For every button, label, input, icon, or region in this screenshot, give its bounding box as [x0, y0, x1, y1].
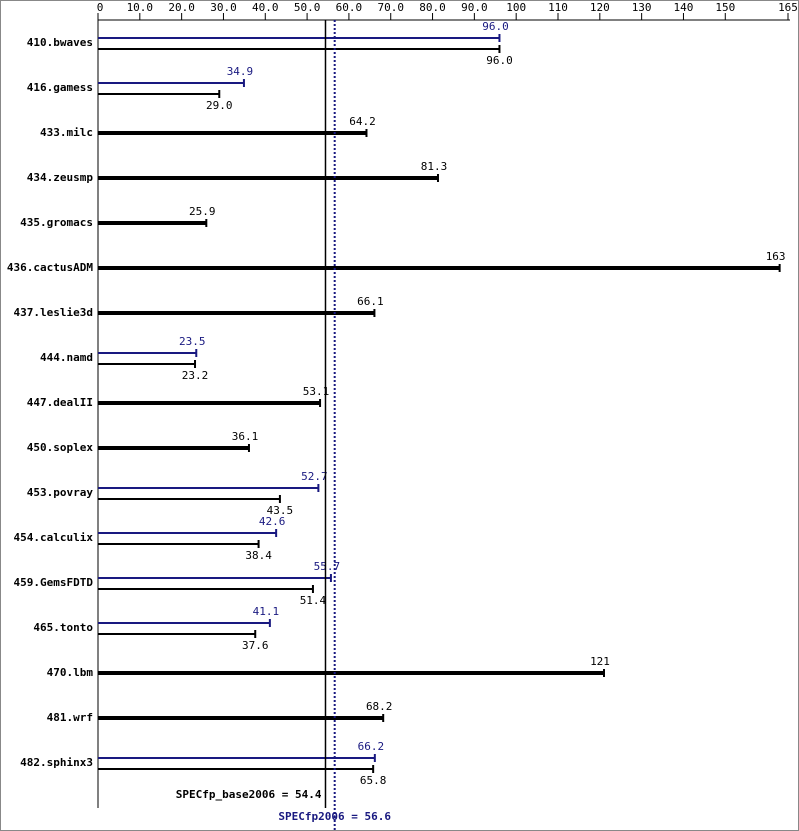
- value-label: 38.4: [245, 549, 272, 562]
- category-label: 437.leslie3d: [14, 306, 93, 319]
- x-tick-label: 110: [548, 1, 568, 14]
- value-label: 55.7: [314, 560, 341, 573]
- category-label: 435.gromacs: [20, 216, 93, 229]
- category-label: 416.gamess: [27, 81, 93, 94]
- category-label: 459.GemsFDTD: [14, 576, 94, 589]
- x-tick-label: 90.0: [461, 1, 488, 14]
- value-label: 66.1: [357, 295, 384, 308]
- category-label: 465.tonto: [33, 621, 93, 634]
- value-label: 34.9: [227, 65, 254, 78]
- x-tick-label: 60.0: [336, 1, 363, 14]
- value-label: 29.0: [206, 99, 233, 112]
- x-tick-label: 80.0: [419, 1, 446, 14]
- x-tick-label: 165: [778, 1, 798, 14]
- x-tick-label: 130: [632, 1, 652, 14]
- value-label: 36.1: [232, 430, 259, 443]
- value-label: 53.1: [303, 385, 330, 398]
- value-label: 163: [766, 250, 786, 263]
- category-label: 470.lbm: [47, 666, 94, 679]
- category-label: 454.calculix: [14, 531, 94, 544]
- category-label: 453.povray: [27, 486, 94, 499]
- value-label: 23.2: [182, 369, 209, 382]
- reference-label: SPECfp_base2006 = 54.4: [176, 788, 322, 801]
- value-label: 81.3: [421, 160, 448, 173]
- category-label: 433.milc: [40, 126, 93, 139]
- category-label: 434.zeusmp: [27, 171, 94, 184]
- value-label: 25.9: [189, 205, 216, 218]
- x-tick-label: 40.0: [252, 1, 279, 14]
- x-tick-label: 20.0: [168, 1, 195, 14]
- value-label: 64.2: [349, 115, 376, 128]
- x-tick-label: 70.0: [377, 1, 404, 14]
- value-label: 37.6: [242, 639, 269, 652]
- value-label: 43.5: [267, 504, 294, 517]
- category-label: 410.bwaves: [27, 36, 93, 49]
- value-label: 42.6: [259, 515, 286, 528]
- x-tick-label: 10.0: [127, 1, 154, 14]
- x-tick-label: 150: [715, 1, 735, 14]
- value-label: 96.0: [486, 54, 513, 67]
- category-label: 482.sphinx3: [20, 756, 93, 769]
- x-tick-label: 100: [506, 1, 526, 14]
- category-label: 436.cactusADM: [7, 261, 93, 274]
- x-tick-label: 120: [590, 1, 610, 14]
- value-label: 66.2: [358, 740, 385, 753]
- value-label: 96.0: [482, 20, 509, 33]
- value-label: 52.7: [301, 470, 328, 483]
- category-label: 450.soplex: [27, 441, 94, 454]
- x-tick-label: 30.0: [210, 1, 237, 14]
- value-label: 51.4: [300, 594, 327, 607]
- category-label: 447.dealII: [27, 396, 93, 409]
- value-label: 23.5: [179, 335, 206, 348]
- value-label: 121: [590, 655, 610, 668]
- value-label: 68.2: [366, 700, 393, 713]
- category-label: 444.namd: [40, 351, 93, 364]
- reference-label: SPECfp2006 = 56.6: [278, 810, 391, 823]
- x-tick-label: 140: [674, 1, 694, 14]
- x-tick-label: 0: [97, 1, 104, 14]
- category-label: 481.wrf: [47, 711, 93, 724]
- value-label: 65.8: [360, 774, 387, 787]
- value-label: 41.1: [253, 605, 280, 618]
- x-tick-label: 50.0: [294, 1, 321, 14]
